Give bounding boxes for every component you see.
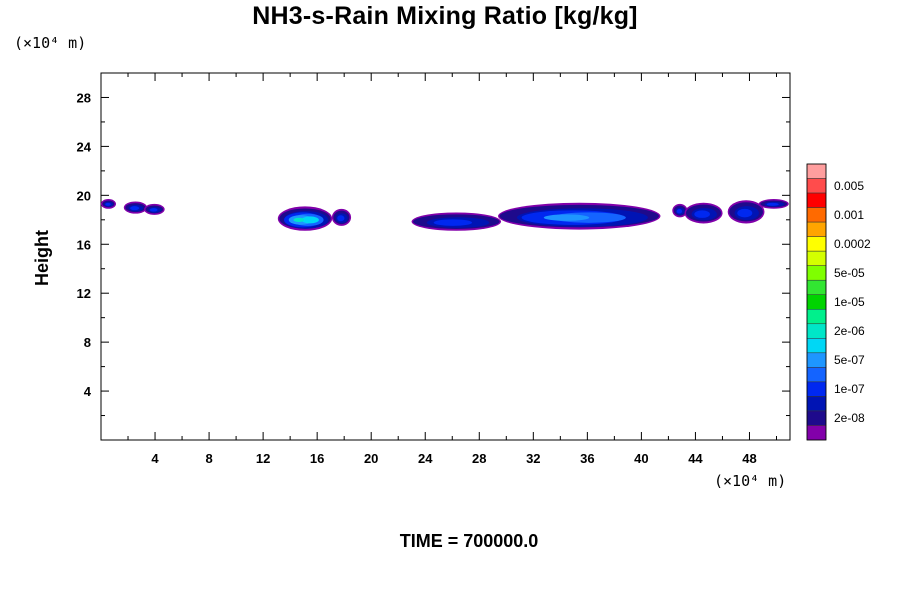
colorbar-swatch [806, 323, 827, 339]
plot-area [100, 72, 791, 441]
colorbar-swatch [806, 178, 827, 194]
x-tick-label: 32 [526, 451, 540, 466]
colorbar-swatch [806, 163, 827, 179]
contour-region [672, 203, 688, 218]
y-tick-label: 20 [77, 188, 91, 203]
colorbar-label: 0.001 [834, 208, 864, 222]
colorbar-swatch [806, 396, 827, 412]
time-label: TIME = 700000.0 [399, 531, 539, 551]
chart-title: NH3-s-Rain Mixing Ratio [kg/kg] [252, 2, 638, 30]
colorbar-swatch [806, 294, 827, 310]
x-tick-label: 48 [742, 451, 756, 466]
contour-region [498, 202, 661, 230]
x-tick-label: 36 [580, 451, 594, 466]
contour-region [277, 206, 333, 231]
colorbar-swatch [806, 192, 827, 208]
x-tick-label: 24 [418, 451, 433, 466]
colorbar-swatch [806, 279, 827, 295]
colorbar-swatch [806, 410, 827, 426]
y-tick-label: 28 [77, 90, 91, 105]
contour-band [543, 214, 590, 221]
contour-band [676, 209, 683, 214]
contour-region [758, 199, 789, 209]
colorbar-label: 2e-08 [834, 411, 865, 425]
y-unit-label: (×10⁴ m) [14, 34, 87, 52]
x-tick-label: 40 [634, 451, 648, 466]
colorbar-swatch [806, 250, 827, 266]
colorbar-swatch [806, 425, 827, 441]
contour-region [411, 212, 502, 231]
y-tick-label: 12 [77, 286, 91, 301]
y-axis-label: Height [32, 230, 52, 286]
contour-layer [100, 199, 789, 231]
contour-band [130, 206, 140, 211]
colorbar-swatch [806, 265, 827, 281]
x-tick-label: 28 [472, 451, 486, 466]
colorbar-swatch [806, 221, 827, 237]
colorbar-swatch [806, 309, 827, 325]
colorbar-label: 1e-07 [834, 382, 865, 396]
contour-region [123, 201, 148, 214]
colorbar-label: 1e-05 [834, 295, 865, 309]
contour-band [766, 202, 779, 206]
contour-band [301, 216, 319, 224]
contour-region [144, 203, 165, 215]
colorbar-swatch [806, 381, 827, 397]
colorbar-swatch [806, 367, 827, 383]
x-unit-label: (×10⁴ m) [714, 472, 787, 490]
colorbar: 0.005 0.001 0.0002 5e-05 1e-05 2e-06 5e-07 1e-0… [806, 163, 871, 441]
x-tick-label: 12 [256, 451, 270, 466]
contour-band [337, 215, 345, 222]
x-tick-label: 20 [364, 451, 378, 466]
x-tick-label: 44 [688, 451, 703, 466]
colorbar-swatch [806, 338, 827, 354]
colorbar-swatch [806, 236, 827, 252]
contour-band [149, 208, 158, 212]
contour-band [293, 217, 305, 223]
colorbar-swatch [806, 352, 827, 368]
x-tick-label: 4 [151, 451, 159, 466]
colorbar-frame [806, 163, 827, 441]
colorbar-label: 5e-07 [834, 353, 865, 367]
contour-band [105, 202, 111, 206]
contour-region [100, 199, 117, 209]
x-tick-label: 16 [310, 451, 324, 466]
contour-region [684, 202, 723, 224]
colorbar-label: 2e-06 [834, 324, 865, 338]
contour-region [727, 200, 765, 224]
x-tick-label: 8 [205, 451, 212, 466]
colorbar-label: 5e-05 [834, 266, 865, 280]
y-tick-label: 8 [84, 335, 91, 350]
contour-band [694, 210, 710, 218]
contour-band [737, 208, 753, 218]
y-tick-label: 4 [84, 384, 92, 399]
colorbar-swatch [806, 207, 827, 223]
colorbar-label: 0.0002 [834, 237, 871, 251]
y-tick-label: 24 [77, 139, 92, 154]
contour-region [331, 208, 352, 226]
contour-band [433, 219, 473, 226]
y-tick-label: 16 [77, 237, 91, 252]
colorbar-label: 0.005 [834, 179, 864, 193]
